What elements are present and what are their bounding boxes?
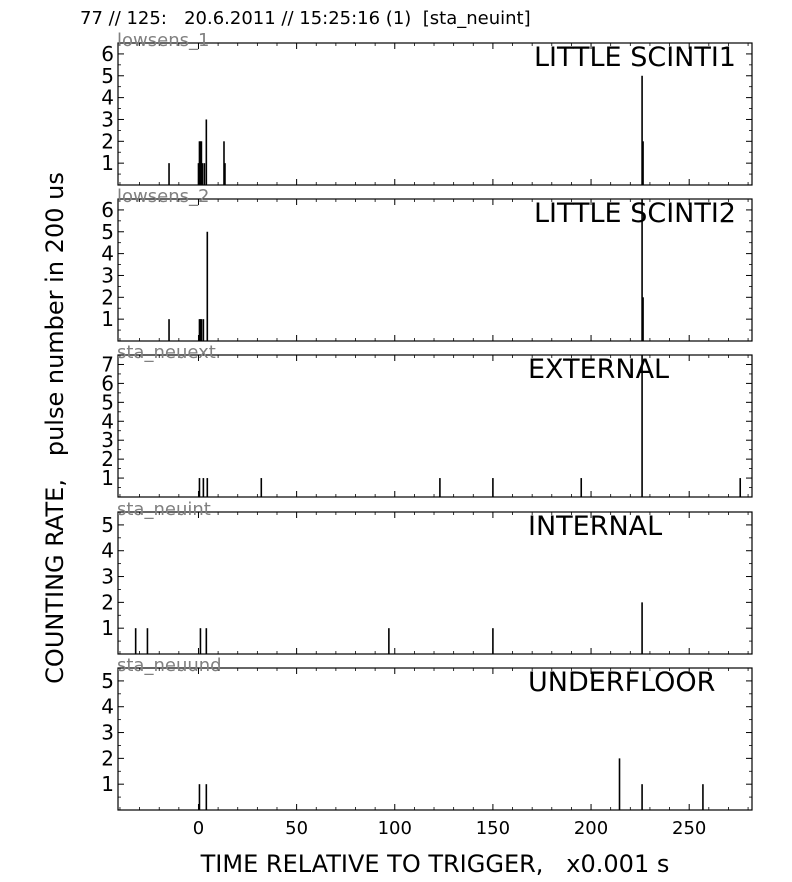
y-tick-label: 5	[101, 390, 114, 414]
y-tick-label: 5	[101, 513, 114, 537]
sensor-label: lowsens_2	[117, 186, 209, 207]
y-tick-label: 1	[101, 616, 114, 640]
y-tick-label: 6	[101, 371, 114, 395]
y-tick-label: 2	[101, 447, 114, 471]
y-tick-label: 2	[101, 129, 114, 153]
panel-frame	[117, 42, 753, 186]
panel-title: UNDERFLOOR	[528, 667, 715, 698]
y-tick-label: 3	[101, 263, 114, 287]
panel-title: LITTLE SCINTI1	[534, 42, 736, 73]
x-tick-label: 50	[285, 818, 308, 839]
y-tick-label: 2	[101, 746, 114, 770]
sensor-label: sta_neuund	[117, 655, 222, 676]
sensor-label: sta_neuext	[117, 342, 216, 363]
y-tick-label: 6	[101, 42, 114, 66]
y-tick-label: 3	[101, 428, 114, 452]
y-tick-label: 1	[101, 307, 114, 331]
y-tick-label: 5	[101, 64, 114, 88]
y-tick-label: 4	[101, 539, 114, 563]
sensor-label: sta_neuint	[117, 499, 211, 520]
panel-frame	[117, 198, 753, 342]
y-tick-label: 6	[101, 198, 114, 222]
panel-frame	[117, 511, 753, 655]
x-axis-label: TIME RELATIVE TO TRIGGER, x0.001 s	[200, 850, 670, 878]
y-tick-label: 2	[101, 285, 114, 309]
x-tick-label: 150	[476, 818, 510, 839]
y-axis-label: COUNTING RATE, pulse number in 200 us	[41, 172, 69, 684]
x-tick-label: 100	[378, 818, 412, 839]
y-tick-label: 1	[101, 772, 114, 796]
panel-frame	[117, 354, 753, 498]
panel-frame	[117, 667, 753, 811]
x-tick-label: 0	[193, 818, 204, 839]
y-tick-label: 5	[101, 669, 114, 693]
y-tick-label: 4	[101, 409, 114, 433]
y-tick-label: 4	[101, 695, 114, 719]
y-tick-label: 5	[101, 220, 114, 244]
panel-title: INTERNAL	[528, 511, 662, 542]
panel-title: EXTERNAL	[528, 354, 669, 385]
sensor-label: lowsens_1	[117, 30, 209, 51]
panel-title: LITTLE SCINTI2	[534, 198, 736, 229]
y-tick-label: 3	[101, 107, 114, 131]
y-tick-label: 1	[101, 151, 114, 175]
y-tick-label: 4	[101, 86, 114, 110]
x-tick-label: 250	[672, 818, 706, 839]
y-tick-label: 4	[101, 242, 114, 266]
x-tick-label: 200	[574, 818, 608, 839]
y-tick-label: 2	[101, 590, 114, 614]
figure-header: 77 // 125: 20.6.2011 // 15:25:16 (1) [st…	[80, 8, 531, 29]
y-tick-label: 7	[101, 352, 114, 376]
y-tick-label: 3	[101, 721, 114, 745]
y-tick-label: 3	[101, 565, 114, 589]
y-tick-label: 1	[101, 466, 114, 490]
